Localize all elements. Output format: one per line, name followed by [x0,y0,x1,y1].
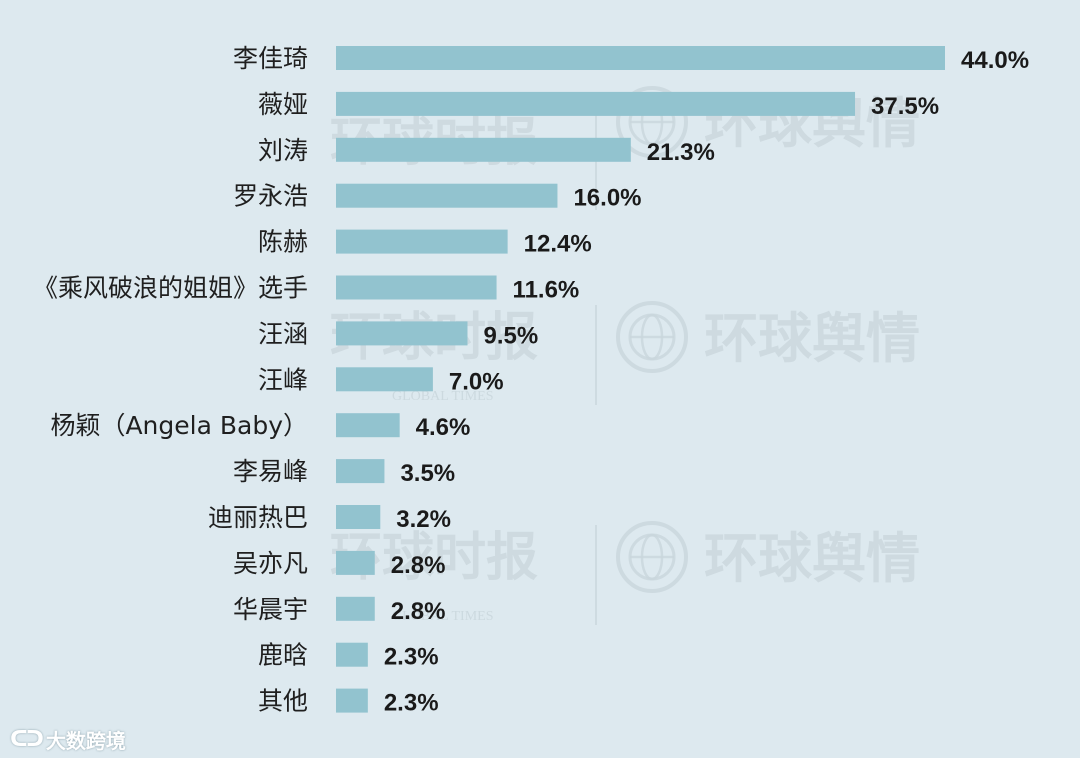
bar-4 [336,229,508,254]
value-label: 4.6% [416,414,471,441]
category-label: 汪涵 [258,319,308,348]
category-label: 《乘风破浪的姐姐》选手 [33,274,308,303]
watermark-huanqiuyuqing-text: 环球舆情 [704,526,920,590]
watermark-globaltimes-sub: GLOBAL TIMES [392,609,494,624]
bar-12 [336,596,375,621]
globe-logo-icon [616,521,688,593]
value-label: 3.2% [396,506,451,533]
bar-10 [336,505,381,529]
bar-7 [336,367,433,392]
category-label: 薇娅 [258,90,308,119]
category-label: 刘涛 [258,136,308,165]
value-label: 7.0% [449,368,504,395]
bar-5 [336,275,497,300]
category-label: 李佳琦 [233,44,308,73]
chain-logo-icon: ᑕᑐ [10,726,44,752]
value-label: 2.3% [384,644,439,671]
value-label: 21.3% [647,139,715,166]
category-label: 汪峰 [258,365,308,394]
bar-3 [336,183,558,208]
watermark-huanqiuyuqing-text: 环球舆情 [704,306,920,370]
bars-layer [336,46,945,713]
value-label: 2.3% [384,690,439,717]
category-label: 陈赫 [258,228,308,257]
source-label: 大数跨境 [45,728,126,753]
watermark-globaltimes-sub: GLOBAL TIMES [392,389,494,404]
category-label: 其他 [258,687,308,716]
value-label: 3.5% [400,460,455,487]
source-watermark: ᑕᑐ 大数跨境 [10,722,126,756]
value-label: 16.0% [573,185,641,212]
category-label: 李易峰 [233,457,308,486]
value-label: 2.8% [391,598,446,625]
bar-11 [336,550,375,575]
bar-9 [336,459,385,484]
bar-13 [336,642,368,667]
category-label: 迪丽热巴 [208,503,308,532]
category-label: 华晨宇 [233,595,308,624]
value-label: 11.6% [513,277,580,304]
bar-8 [336,413,400,438]
value-label: 44.0% [961,47,1029,74]
bar-0 [336,46,945,70]
bar-2 [336,137,631,162]
bar-6 [336,321,468,346]
category-label: 杨颖（Angela Baby） [50,411,308,440]
bar-14 [336,688,368,713]
category-label: 吴亦凡 [233,549,308,578]
category-label: 鹿晗 [258,641,308,670]
value-labels: 44.0% 37.5% 21.3%16.0% 12.4% 11.6% 9.5% 7.0% 4.… [384,47,1029,717]
value-label: 37.5% [871,93,939,120]
value-label: 9.5% [483,322,538,349]
bar-1 [336,91,856,116]
globe-logo-icon [616,301,688,373]
value-label: 12.4% [524,231,592,258]
category-label: 罗永浩 [233,182,308,211]
value-label: 2.8% [391,552,446,579]
